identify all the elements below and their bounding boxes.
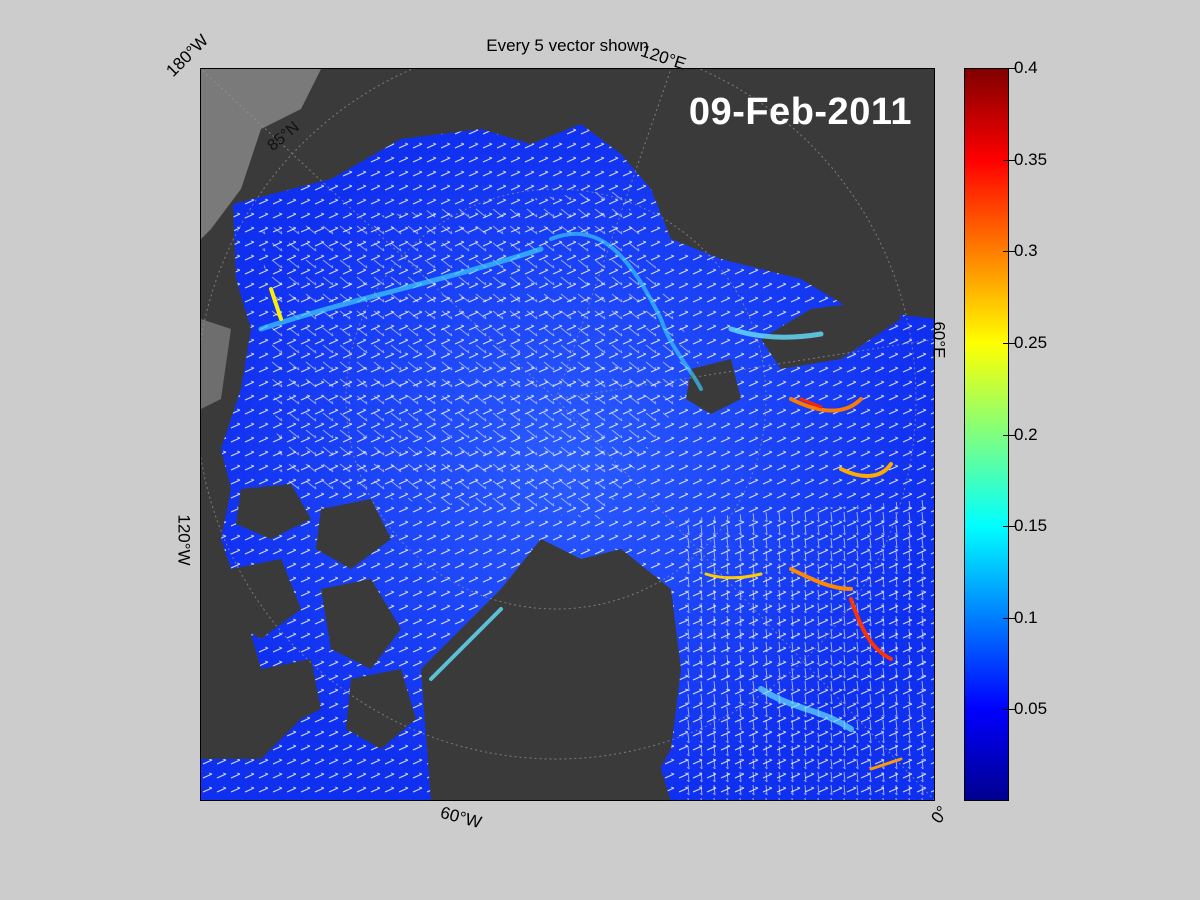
colorbar-tick-inner bbox=[1003, 251, 1009, 252]
colorbar-tick bbox=[1009, 343, 1015, 344]
lon-label-0: 0° bbox=[927, 802, 953, 827]
colorbar-tick-inner bbox=[1003, 618, 1009, 619]
colorbar-tick bbox=[1009, 435, 1015, 436]
map-canvas bbox=[201, 69, 934, 800]
high-velocity-streaks bbox=[258, 231, 903, 771]
colorbar-tick bbox=[1009, 160, 1015, 161]
colorbar-tick bbox=[1009, 68, 1015, 69]
colorbar-tick-inner bbox=[1003, 709, 1009, 710]
lon-label-120w: 120°W bbox=[174, 514, 194, 566]
shelf-area bbox=[201, 69, 321, 239]
greenland-landmass bbox=[431, 549, 681, 800]
map-panel: 09-Feb-2011 bbox=[200, 68, 935, 801]
colorbar-tick bbox=[1009, 709, 1015, 710]
colorbar-tick-label: 0.4 bbox=[1014, 58, 1038, 77]
novaya-zemlya bbox=[761, 299, 901, 369]
colorbar-tick-label: 0.25 bbox=[1014, 333, 1048, 352]
colorbar-tick-label: 0.05 bbox=[1014, 699, 1048, 718]
svalbard bbox=[686, 359, 741, 414]
colorbar-tick bbox=[1009, 251, 1015, 252]
colorbar-tick-label: 0.15 bbox=[1014, 516, 1048, 535]
colorbar-tick-inner bbox=[1003, 526, 1009, 527]
lon-label-60w: 60°W bbox=[438, 802, 484, 833]
colorbar-tick-label: 0.35 bbox=[1014, 150, 1048, 169]
lon-label-60e: 60°E bbox=[929, 321, 949, 359]
colorbar-tick-label: 0.1 bbox=[1014, 608, 1038, 627]
colorbar-tick-inner bbox=[1003, 160, 1009, 161]
plot-title: Every 5 vector shown bbox=[486, 36, 649, 55]
colorbar-tick bbox=[1009, 526, 1015, 527]
siberia-landmass bbox=[621, 69, 934, 309]
date-stamp: 09-Feb-2011 bbox=[688, 91, 912, 133]
colorbar-tick-inner bbox=[1003, 68, 1009, 69]
colorbar-tick-inner bbox=[1003, 343, 1009, 344]
graticule bbox=[201, 69, 934, 800]
colorbar-tick-label: 0.2 bbox=[1014, 425, 1038, 444]
colorbar-tick bbox=[1009, 618, 1015, 619]
shelf-area bbox=[201, 319, 231, 409]
colorbar-tick-inner bbox=[1003, 435, 1009, 436]
colorbar bbox=[964, 68, 1009, 801]
colorbar-tick-label: 0.3 bbox=[1014, 241, 1038, 260]
